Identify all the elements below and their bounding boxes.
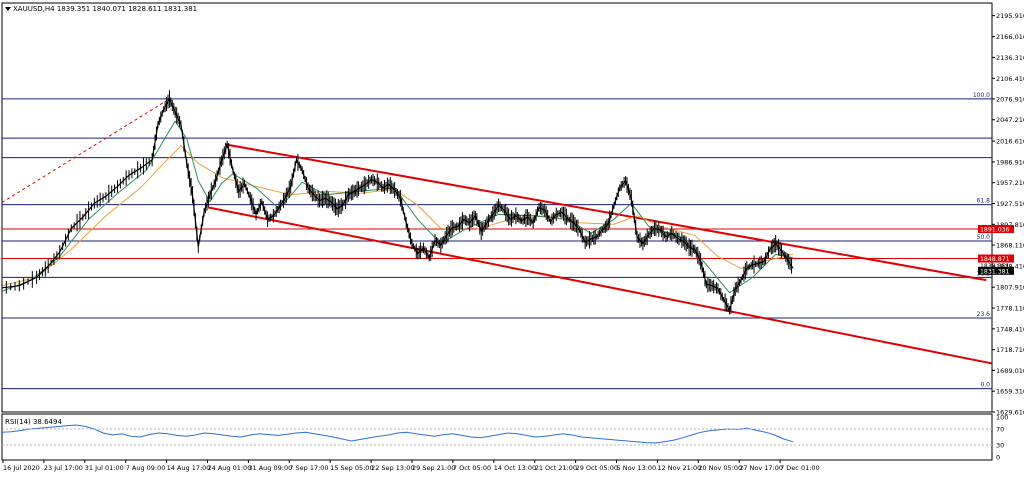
x-tick-label: 31 Aug 09:00	[248, 464, 292, 472]
price-axis: 2195.910 2166.010 2136.310 2106.410 2076.910…	[992, 12, 1024, 417]
x-tick-label: 7 Aug 09:00	[126, 464, 166, 472]
trend-channel	[1, 98, 993, 365]
dashed-trend-line	[1, 98, 170, 203]
x-tick-label: 22 Sep 13:00	[371, 464, 414, 472]
y-tick-label: 2195.910	[996, 12, 1024, 20]
x-tick-label: 27 Nov 17:00	[739, 464, 783, 472]
rsi-label: RSI(14) 38.6494	[5, 418, 62, 426]
last-price-tag-bg	[978, 266, 1014, 275]
rsi-line	[1, 424, 794, 444]
x-tick-label: 12 Nov 21:00	[657, 464, 701, 472]
level-price-tag: 1891.036	[980, 227, 1010, 234]
y-tick-label: 1689.010	[996, 367, 1024, 375]
channel-lower-line	[207, 206, 993, 365]
y-tick-label: 1897.810	[996, 221, 1024, 229]
x-tick-label: 16 Jul 2020	[3, 464, 40, 472]
rsi-tick-label: 30	[996, 442, 1004, 450]
y-tick-label: 1927.510	[996, 200, 1024, 208]
fib-level-label: 0.0	[980, 382, 990, 389]
y-tick-label: 2136.310	[996, 54, 1024, 62]
y-tick-label: 1629.610	[996, 409, 1024, 417]
y-tick-label: 1957.210	[996, 179, 1024, 187]
fib-level-label: 61.8	[977, 198, 991, 205]
level-price-tag-bg	[978, 225, 1014, 234]
x-tick-label: 14 Oct 13:00	[494, 464, 536, 472]
x-tick-label: 29 Oct 05:00	[576, 464, 618, 472]
horizontal-red-levels	[2, 228, 992, 260]
y-tick-label: 2106.410	[996, 75, 1024, 83]
x-tick-label: 15 Sep 05:00	[330, 464, 373, 472]
y-tick-label: 2076.910	[996, 95, 1024, 103]
y-tick-label: 1659.310	[996, 388, 1024, 396]
rsi-tick-label: 100	[996, 414, 1008, 422]
x-tick-label: 29 Sep 21:00	[412, 464, 455, 472]
rsi-series	[1, 424, 794, 444]
level-price-tag: 1848.871	[980, 256, 1010, 263]
fib-level-label: 100.0	[973, 92, 990, 99]
symbol-header[interactable]: XAUUSD,H4 1839.351 1840.071 1828.611 183…	[5, 5, 197, 13]
y-tick-label: 2166.010	[996, 33, 1024, 41]
rsi-tick-label: 0	[996, 454, 1000, 462]
channel-upper-line	[225, 143, 987, 282]
symbol-info: XAUUSD,H4 1839.351 1840.071 1828.611 183…	[13, 5, 197, 13]
price-series	[1, 90, 794, 315]
x-tick-label: 7 Dec 01:00	[780, 464, 820, 472]
rsi-plot-frame	[1, 413, 993, 461]
rsi-tick-label: 70	[996, 426, 1004, 434]
y-tick-label: 1868.110	[996, 242, 1024, 250]
y-tick-label: 1986.910	[996, 158, 1024, 166]
x-tick-label: 31 Jul 01:00	[85, 464, 124, 472]
time-axis: 16 Jul 2020 23 Jul 17:00 31 Jul 01:00 7 Aug…	[2, 460, 820, 472]
x-tick-label: 20 Nov 05:00	[698, 464, 742, 472]
x-tick-label: 21 Oct 21:00	[535, 464, 577, 472]
y-tick-label: 1778.110	[996, 305, 1024, 313]
x-tick-label: 24 Aug 01:00	[208, 464, 252, 472]
x-tick-label: 23 Jul 17:00	[44, 464, 83, 472]
x-tick-label: 5 Nov 13:00	[617, 464, 657, 472]
overlapped-price-tag: 1839.351	[980, 263, 1010, 270]
last-price-tag: 1831.381	[980, 268, 1010, 275]
y-tick-label: 2016.610	[996, 138, 1024, 146]
fib-level-label: 50.0	[977, 234, 991, 241]
y-tick-label: 1718.710	[996, 346, 1024, 354]
x-tick-label: 14 Aug 17:00	[167, 464, 211, 472]
x-tick-label: 7 Oct 05:00	[453, 464, 491, 472]
chevron-down-icon[interactable]	[5, 7, 11, 11]
y-tick-label: 2047.210	[996, 116, 1024, 124]
level-price-tag-bg	[978, 254, 1014, 263]
y-tick-label: 1838.410	[996, 262, 1024, 270]
y-tick-label: 1748.410	[996, 325, 1024, 333]
fib-level-label: 23.6	[977, 311, 991, 318]
x-tick-label: 7 Sep 17:00	[289, 464, 328, 472]
rsi-axis: 100 70 30 0	[2, 414, 1008, 462]
ma-slow-line	[1, 145, 794, 287]
y-tick-label: 1807.910	[996, 284, 1024, 292]
